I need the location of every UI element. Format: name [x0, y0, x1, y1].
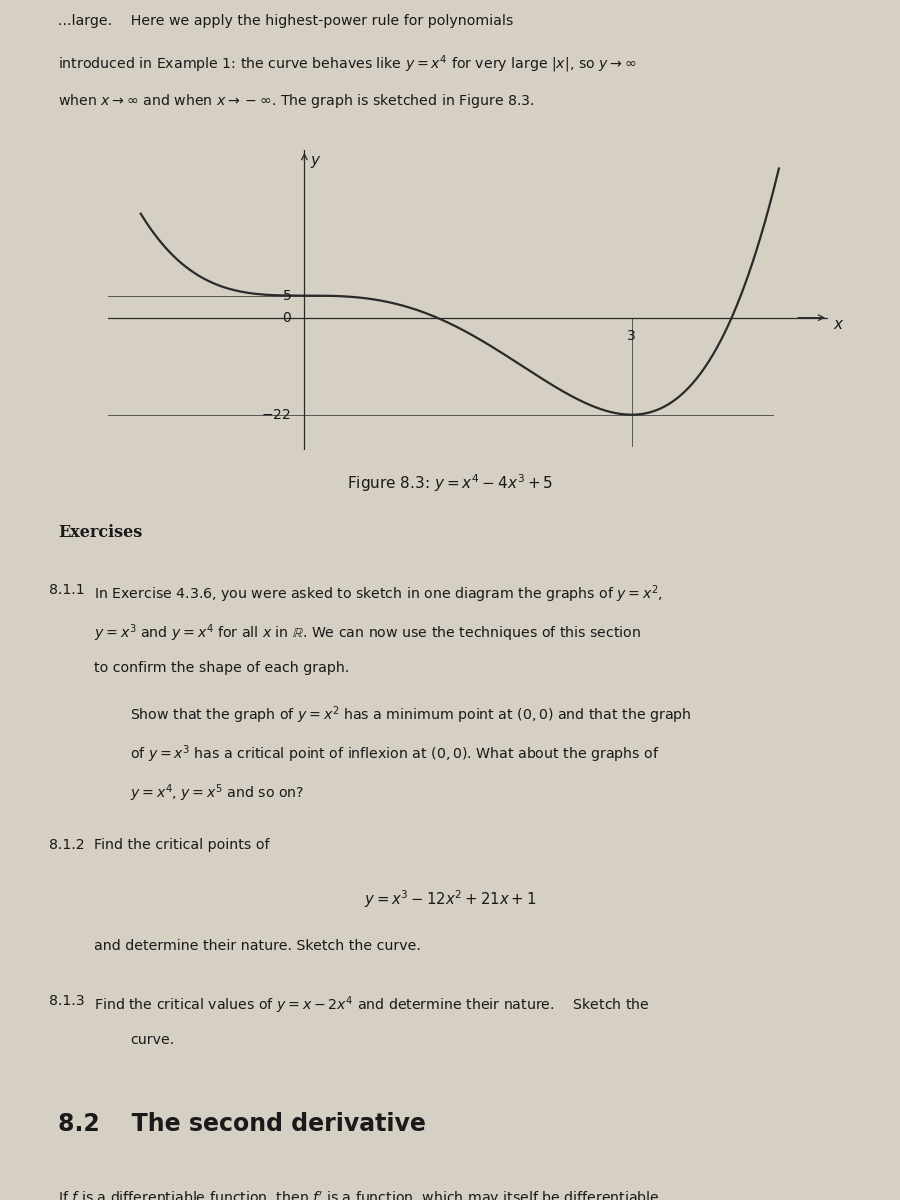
Text: 5: 5: [283, 288, 292, 302]
Text: $y = x^4$, $y = x^5$ and so on?: $y = x^4$, $y = x^5$ and so on?: [130, 782, 305, 804]
Text: $y$: $y$: [310, 155, 321, 170]
Text: introduced in Example 1: the curve behaves like $y = x^4$ for very large $|x|$, : introduced in Example 1: the curve behav…: [58, 53, 637, 74]
Text: curve.: curve.: [130, 1033, 175, 1048]
Text: $-22$: $-22$: [261, 408, 292, 421]
Text: 8.1.2: 8.1.2: [50, 838, 86, 852]
Text: In Exercise 4.3.6, you were asked to sketch in one diagram the graphs of $y = x^: In Exercise 4.3.6, you were asked to ske…: [94, 583, 663, 605]
Text: $x$: $x$: [833, 317, 845, 331]
Text: 3: 3: [627, 329, 636, 343]
Text: 0: 0: [283, 311, 292, 325]
Text: Find the critical points of: Find the critical points of: [94, 838, 270, 852]
Text: to confirm the shape of each graph.: to confirm the shape of each graph.: [94, 661, 350, 676]
Text: 8.1.3: 8.1.3: [50, 994, 86, 1008]
Text: when $x \to \infty$ and when $x \to -\infty$. The graph is sketched in Figure 8.: when $x \to \infty$ and when $x \to -\in…: [58, 92, 536, 110]
Text: 8.1.1: 8.1.1: [50, 583, 86, 596]
Text: If $f$ is a differentiable function, then $f'$ is a function, which may itself b: If $f$ is a differentiable function, the…: [58, 1190, 664, 1200]
Text: and determine their nature. Sketch the curve.: and determine their nature. Sketch the c…: [94, 940, 421, 953]
Text: $y = x^3$ and $y = x^4$ for all $x$ in $\mathbb{R}$. We can now use the techniqu: $y = x^3$ and $y = x^4$ for all $x$ in $…: [94, 622, 642, 643]
Text: $y = x^3 - 12x^2 + 21x + 1$: $y = x^3 - 12x^2 + 21x + 1$: [364, 888, 536, 910]
Text: Exercises: Exercises: [58, 524, 143, 541]
Text: 8.2  The second derivative: 8.2 The second derivative: [58, 1111, 427, 1135]
Text: Find the critical values of $y = x - 2x^4$ and determine their nature.  Sketch t: Find the critical values of $y = x - 2x^…: [94, 994, 651, 1015]
Text: ...large.  Here we apply the highest-power rule for polynomials: ...large. Here we apply the highest-powe…: [58, 14, 514, 28]
Text: Figure 8.3: $y = x^4 - 4x^3 + 5$: Figure 8.3: $y = x^4 - 4x^3 + 5$: [346, 473, 554, 494]
Text: Show that the graph of $y = x^2$ has a minimum point at $(0, 0)$ and that the gr: Show that the graph of $y = x^2$ has a m…: [130, 704, 692, 726]
Text: of $y = x^3$ has a critical point of inflexion at $(0, 0)$. What about the graph: of $y = x^3$ has a critical point of inf…: [130, 744, 660, 766]
